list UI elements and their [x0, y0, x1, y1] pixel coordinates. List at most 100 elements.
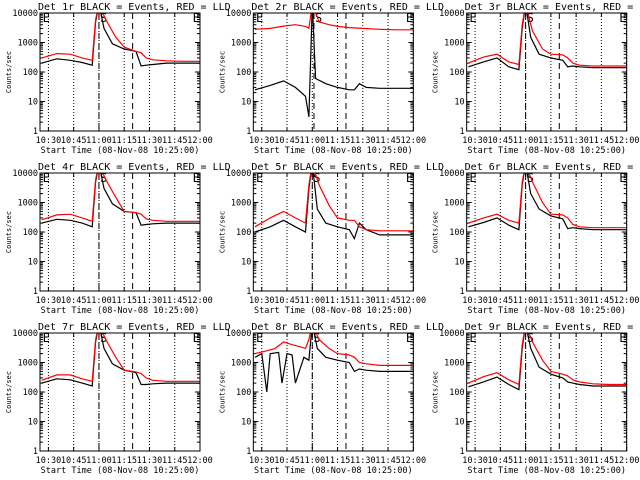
- x-axis-label: Start Time (08-Nov-08 10:25:00): [41, 146, 200, 156]
- detector-panel-4: Det 4r BLACK = Events, RED = LLD 10:30 10:…: [5, 162, 231, 316]
- y-axis-label: Counts/sec: [218, 371, 226, 413]
- y-tick-label: 10: [241, 418, 251, 428]
- x-tick-label: 10:30: [249, 456, 275, 466]
- x-axis-label: Start Time (08-Nov-08 10:25:00): [254, 466, 413, 476]
- plot-frame: [252, 172, 414, 292]
- y-tick-label: 1000: [18, 39, 38, 49]
- x-tick-label: 10:30: [462, 296, 488, 306]
- y-tick-label: 10: [454, 98, 464, 108]
- series-line-lld: [41, 13, 200, 62]
- x-tick-label: 11:00: [86, 296, 112, 306]
- panel-title: Det 9r BLACK = Events, RED = LLD: [465, 322, 640, 333]
- x-tick-label: 11:45: [589, 136, 615, 146]
- y-tick-label: 10000: [439, 169, 465, 179]
- marker-label: E: [469, 331, 476, 345]
- x-tick-label: 10:30: [462, 136, 488, 146]
- x-tick-label: 11:15: [325, 136, 351, 146]
- x-tick-label: 12:00: [614, 136, 640, 146]
- x-tick-label: 11:00: [299, 136, 325, 146]
- series-line-events: [254, 173, 414, 240]
- series-line-events: [468, 333, 627, 391]
- plot-frame: [466, 172, 628, 292]
- detector-panel-7: Det 7r BLACK = Events, RED = LLD 10:30 10:…: [5, 322, 231, 476]
- y-tick-label: 100: [236, 228, 251, 238]
- marker-label: E: [469, 11, 476, 25]
- x-tick-label: 10:30: [462, 456, 488, 466]
- plot-frame: [466, 332, 628, 452]
- y-tick-label: 10: [28, 418, 38, 428]
- x-tick-label: 10:30: [36, 456, 62, 466]
- y-tick-label: 1000: [231, 359, 251, 369]
- panel-title: Det 7r BLACK = Events, RED = LLD: [38, 322, 231, 333]
- y-axis-label: Counts/sec: [5, 51, 13, 93]
- x-tick-label: 11:30: [350, 296, 376, 306]
- y-tick-label: 1: [33, 447, 38, 457]
- plot-frame: [466, 12, 628, 132]
- series-line-events: [41, 333, 200, 387]
- series-line-events: [254, 13, 414, 117]
- x-tick-label: 11:00: [513, 456, 539, 466]
- y-tick-label: 1: [460, 127, 465, 137]
- y-tick-label: 100: [449, 388, 464, 398]
- x-tick-label: 10:30: [36, 296, 62, 306]
- panel-title: Det 4r BLACK = Events, RED = LLD: [38, 162, 231, 173]
- y-tick-label: 1: [460, 287, 465, 297]
- plot-frame: [39, 172, 201, 292]
- marker-label: E: [406, 11, 413, 25]
- x-tick-label: 11:15: [538, 136, 564, 146]
- y-axis-label: Counts/sec: [5, 211, 13, 253]
- x-tick-label: 12:00: [401, 456, 427, 466]
- x-tick-label: 11:00: [513, 136, 539, 146]
- x-tick-label: 10:45: [274, 296, 300, 306]
- x-tick-label: 11:45: [162, 296, 188, 306]
- y-tick-label: 1: [246, 287, 251, 297]
- y-axis-label: Counts/sec: [432, 51, 440, 93]
- x-tick-label: 11:00: [299, 296, 325, 306]
- x-tick-label: 12:00: [401, 296, 427, 306]
- y-tick-label: 100: [23, 228, 38, 238]
- x-axis-label: Start Time (08-Nov-08 10:25:00): [467, 306, 626, 316]
- x-tick-label: 11:30: [563, 296, 589, 306]
- series-line-events: [254, 333, 414, 393]
- y-tick-label: 1000: [444, 359, 464, 369]
- series-line-lld: [254, 333, 414, 366]
- marker-label: E: [406, 331, 413, 345]
- panel-title: Det 3r BLACK = Events, RED = LLD: [465, 2, 640, 13]
- panel-title: Det 2r BLACK = Events, RED = LLD: [251, 2, 444, 13]
- marker-label: S: [100, 171, 107, 185]
- y-tick-label: 10000: [439, 9, 465, 19]
- panel-title: Det 6r BLACK = Events, RED = LLD: [465, 162, 640, 173]
- x-axis-label: Start Time (08-Nov-08 10:25:00): [254, 306, 413, 316]
- y-tick-label: 100: [236, 388, 251, 398]
- marker-label: E: [406, 171, 413, 185]
- x-tick-label: 11:45: [589, 456, 615, 466]
- marker-label: E: [193, 331, 200, 345]
- x-tick-label: 11:30: [137, 136, 163, 146]
- plot-frame: [252, 12, 414, 132]
- y-tick-label: 100: [449, 68, 464, 78]
- marker-label: E: [256, 331, 263, 345]
- marker-label: E: [256, 11, 263, 25]
- x-tick-label: 12:00: [614, 456, 640, 466]
- x-tick-label: 11:30: [350, 456, 376, 466]
- x-tick-label: 12:00: [187, 136, 213, 146]
- x-tick-label: 10:45: [488, 456, 514, 466]
- marker-label: E: [43, 11, 50, 25]
- x-axis-label: Start Time (08-Nov-08 10:25:00): [254, 146, 413, 156]
- marker-label: S: [100, 11, 107, 25]
- marker-label: E: [193, 11, 200, 25]
- panel-title: Det 5r BLACK = Events, RED = LLD: [251, 162, 444, 173]
- x-tick-label: 11:45: [589, 296, 615, 306]
- series-line-lld: [41, 333, 200, 383]
- y-tick-label: 10: [454, 418, 464, 428]
- y-tick-label: 1000: [444, 199, 464, 209]
- y-tick-label: 1: [33, 287, 38, 297]
- detector-panel-9: Det 9r BLACK = Events, RED = LLD 10:30 10:…: [432, 322, 640, 476]
- x-axis-label: Start Time (08-Nov-08 10:25:00): [41, 466, 200, 476]
- y-tick-label: 1: [33, 127, 38, 137]
- series-line-lld: [254, 13, 414, 31]
- x-tick-label: 11:15: [325, 296, 351, 306]
- marker-label: E: [469, 171, 476, 185]
- x-tick-label: 11:15: [325, 456, 351, 466]
- detector-panel-8: Det 8r BLACK = Events, RED = LLD 10:30 10:…: [218, 322, 444, 476]
